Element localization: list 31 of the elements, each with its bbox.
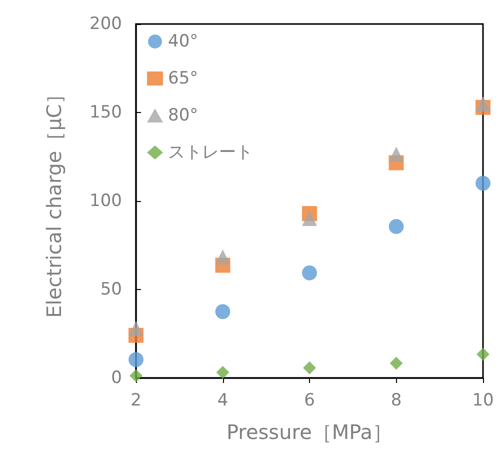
point <box>476 176 490 191</box>
x-tick-label: 6 <box>304 390 315 410</box>
legend-label: 65° <box>168 68 198 88</box>
x-tick-label: 8 <box>390 390 402 410</box>
point <box>128 321 144 336</box>
point <box>388 146 404 162</box>
x-tick-label: 10 <box>472 390 494 410</box>
legend-label: 80° <box>168 106 198 126</box>
y-axis-title: Electrical charge［μC］ <box>42 84 66 318</box>
point <box>390 356 403 370</box>
point <box>388 218 404 234</box>
point <box>302 265 317 280</box>
point <box>128 352 144 368</box>
y-tick-label: 150 <box>90 102 122 122</box>
point <box>476 96 490 112</box>
point <box>130 369 142 382</box>
x-axis-title: Pressure［MPa］ <box>226 420 393 444</box>
y-tick-label: 50 <box>100 280 122 300</box>
legend-label: ストレート <box>168 142 253 162</box>
y-tick-label: 0 <box>111 368 122 388</box>
y-tick-label: 200 <box>90 14 122 34</box>
point <box>215 249 230 264</box>
x-tick-label: 2 <box>130 390 142 410</box>
point <box>302 211 317 226</box>
legend-label: 40° <box>168 32 198 52</box>
point <box>303 361 316 374</box>
point <box>215 304 230 320</box>
point <box>216 366 230 379</box>
y-tick-label: 100 <box>90 191 122 211</box>
point <box>476 348 490 361</box>
x-tick-label: 4 <box>217 390 228 410</box>
